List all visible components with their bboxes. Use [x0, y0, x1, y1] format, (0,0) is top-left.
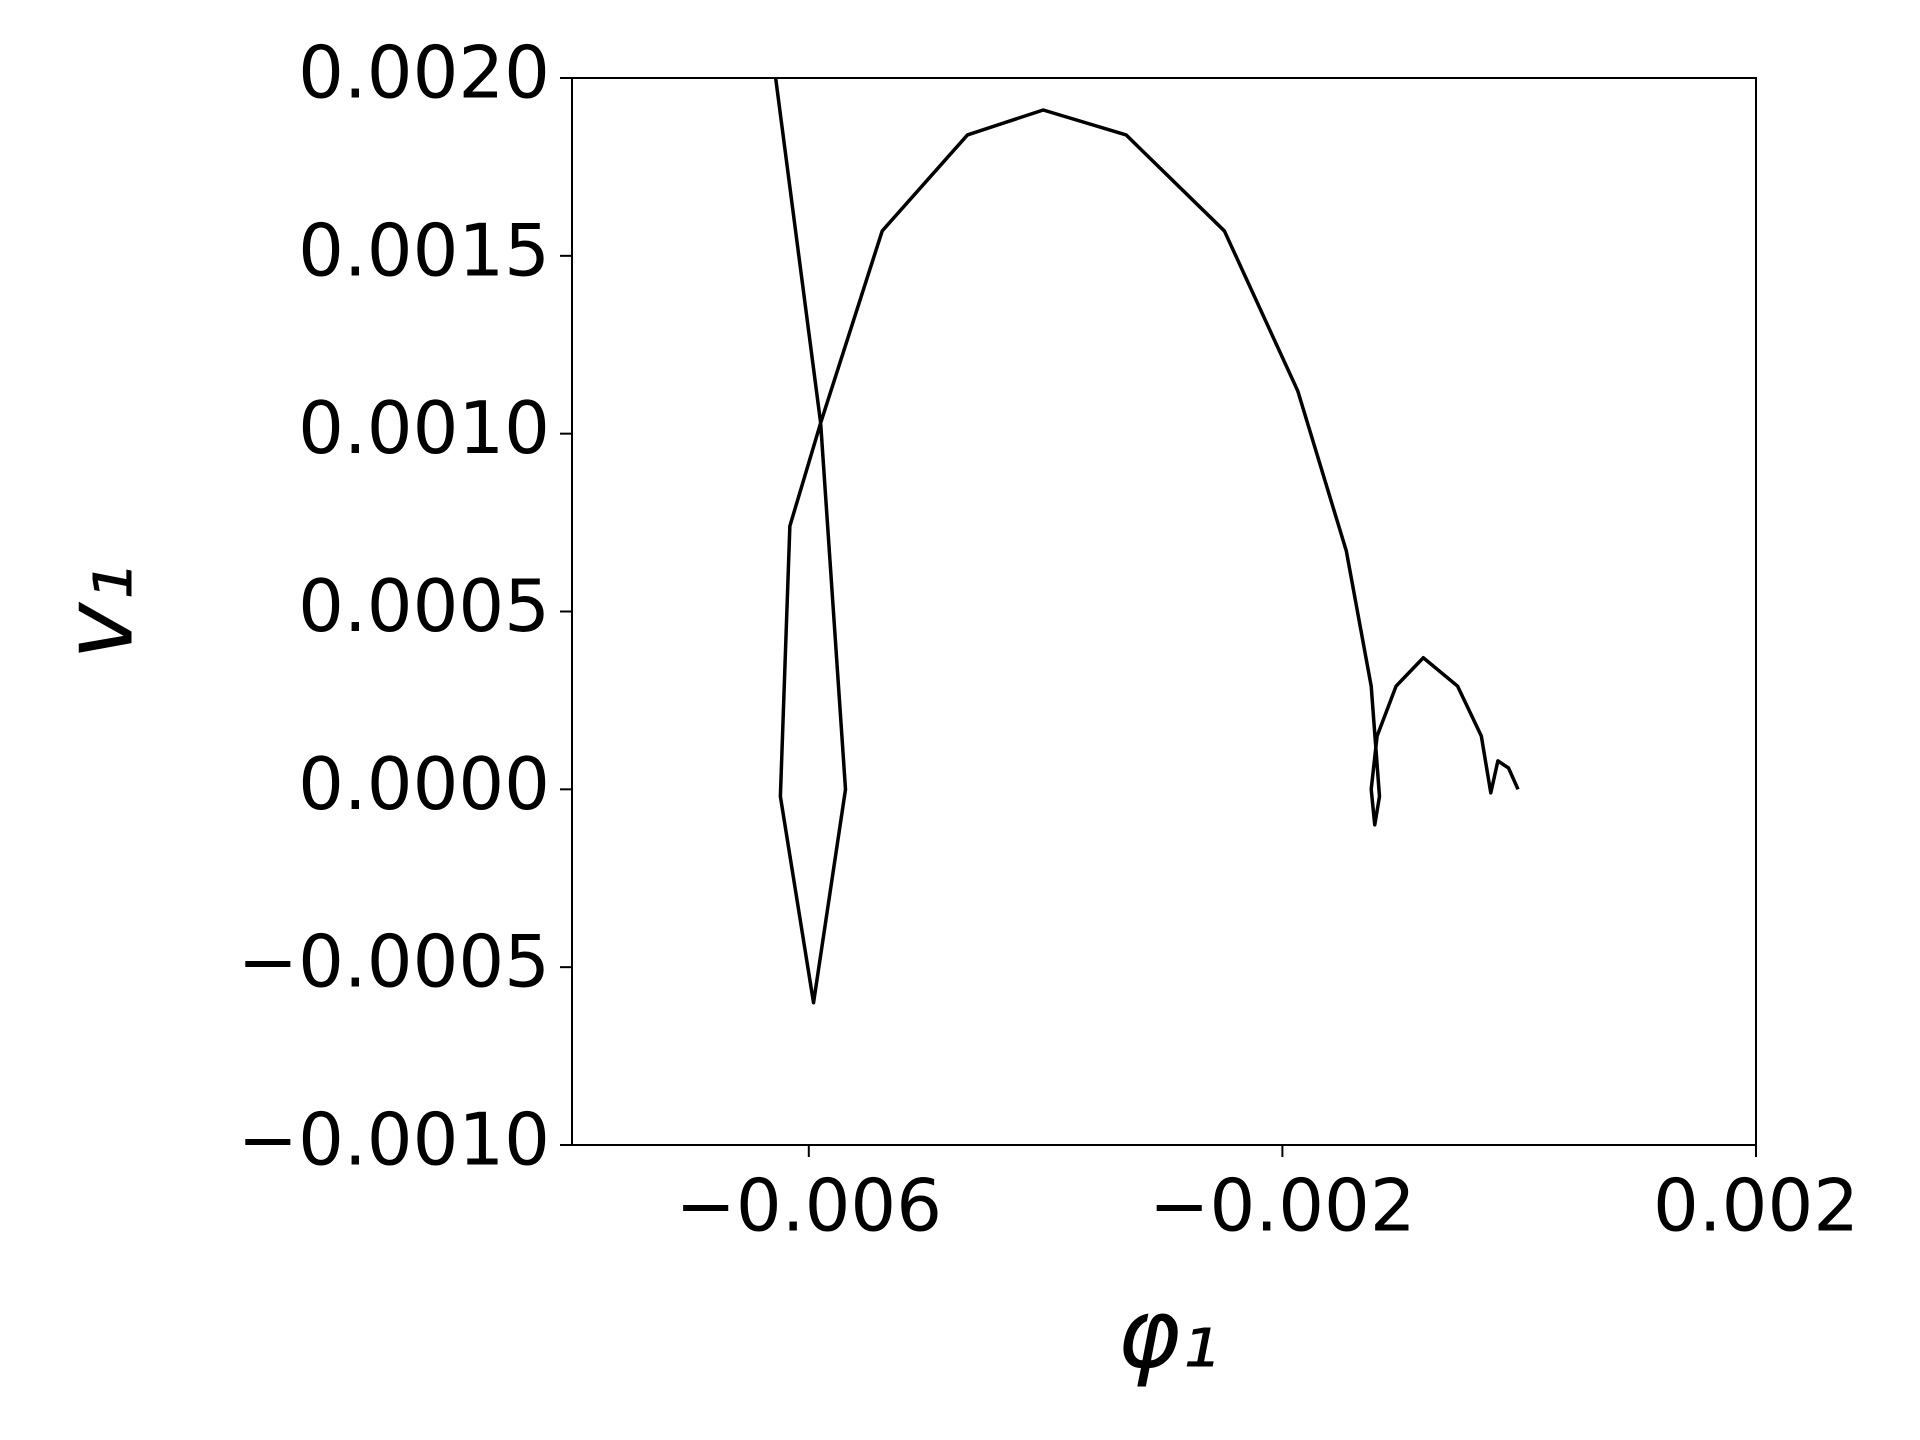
- x-axis-label: φ₁: [1117, 1277, 1219, 1389]
- x-tick-label: 0.002: [1653, 1164, 1859, 1248]
- y-tick-label: 0.0005: [298, 564, 550, 648]
- x-tick-label: −0.006: [676, 1164, 942, 1248]
- y-tick-label: 0.0010: [298, 386, 550, 470]
- y-axis-label: v₁: [42, 564, 154, 659]
- line: [773, 77, 1520, 1005]
- plot-frame: [571, 77, 1757, 1146]
- y-tick-label: 0.0000: [298, 742, 550, 826]
- y-tick-label: −0.0005: [238, 920, 550, 1004]
- y-tick-label: −0.0010: [238, 1098, 550, 1182]
- y-tick-label: 0.0015: [298, 208, 550, 292]
- y-tick-label: 0.0020: [298, 31, 550, 115]
- x-tick-label: −0.002: [1149, 1164, 1415, 1248]
